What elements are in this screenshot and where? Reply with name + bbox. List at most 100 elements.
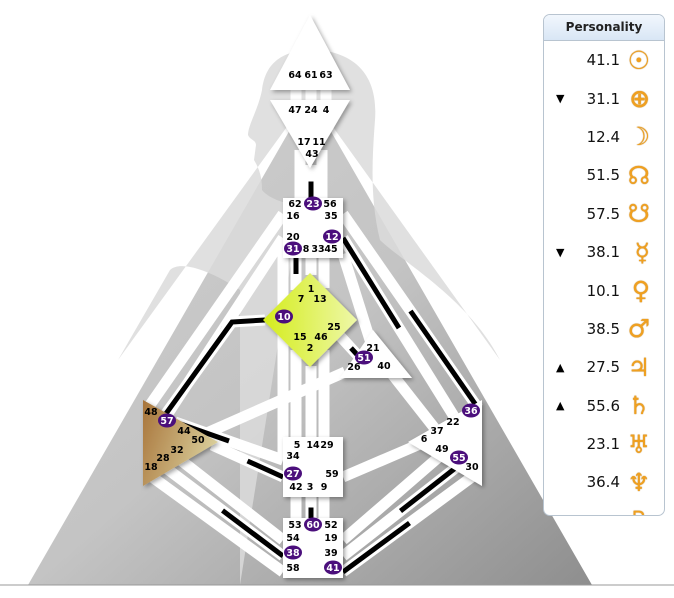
gate-31[interactable]: 31: [286, 244, 299, 255]
channel-10-57[interactable]: [160, 314, 266, 419]
planet-row[interactable]: 10.1 ♀: [544, 271, 664, 309]
gate-45[interactable]: 45: [324, 244, 337, 255]
gate-26[interactable]: 26: [347, 362, 361, 373]
channel-54-32[interactable]: [174, 453, 287, 545]
gate-49[interactable]: 49: [435, 444, 448, 455]
channel-50-27[interactable]: [209, 439, 286, 483]
channel-16-48[interactable]: [145, 210, 288, 409]
planet-row[interactable]: 36.4 ♆: [544, 463, 664, 501]
gate-54[interactable]: 54: [286, 533, 300, 544]
heart-center[interactable]: [340, 330, 412, 378]
gate-8[interactable]: 8: [303, 244, 310, 255]
gate-33[interactable]: 33: [311, 244, 324, 255]
channel-12-22[interactable]: [338, 235, 460, 421]
gate-29[interactable]: 29: [320, 440, 333, 451]
gate-43[interactable]: 43: [305, 149, 318, 160]
gate-25[interactable]: 25: [327, 322, 340, 333]
head-center[interactable]: [270, 15, 350, 90]
gate-10[interactable]: 10: [277, 312, 291, 323]
channel-39-55[interactable]: [339, 461, 462, 561]
channel-40-37[interactable]: [387, 370, 441, 434]
gate-1[interactable]: 1: [308, 284, 315, 295]
gate-42[interactable]: 42: [289, 482, 302, 493]
gate-59[interactable]: 59: [325, 469, 338, 480]
gate-55[interactable]: 55: [452, 453, 465, 464]
planet-row[interactable]: ▲ 27.5 ♃: [544, 348, 664, 386]
gate-14[interactable]: 14: [306, 440, 320, 451]
gate-46[interactable]: 46: [314, 332, 328, 343]
channel-58-18[interactable]: [144, 469, 287, 577]
planet-row[interactable]: 12.4 ☽: [544, 118, 664, 156]
gate-13[interactable]: 13: [313, 294, 326, 305]
gate-20[interactable]: 20: [286, 232, 300, 243]
gate-37[interactable]: 37: [430, 426, 443, 437]
planet-row[interactable]: 38.5 ♂: [544, 310, 664, 348]
gate-11[interactable]: 11: [312, 137, 325, 148]
gate-22[interactable]: 22: [446, 417, 459, 428]
planet-row[interactable]: 41.1 ☉: [544, 41, 664, 79]
gate-30[interactable]: 30: [465, 462, 479, 473]
gate-18[interactable]: 18: [144, 462, 158, 473]
channel-38-28[interactable]: [158, 460, 287, 561]
gate-64[interactable]: 64: [288, 70, 302, 81]
gate-27[interactable]: 27: [286, 469, 299, 480]
gate-19[interactable]: 19: [324, 533, 337, 544]
channel-26-44[interactable]: [197, 366, 348, 442]
gate-48[interactable]: 48: [144, 407, 158, 418]
channel-59-6[interactable]: [340, 438, 423, 483]
gate-56[interactable]: 56: [323, 199, 337, 210]
gate-line-value: 60.4: [587, 512, 620, 515]
solar-plexus-center[interactable]: [408, 400, 482, 486]
gate-32[interactable]: 32: [170, 445, 183, 456]
gate-58[interactable]: 58: [286, 563, 300, 574]
gate-7[interactable]: 7: [298, 294, 305, 305]
gate-4[interactable]: 4: [323, 105, 330, 116]
planet-row[interactable]: ▼ 31.1 ⊕: [544, 79, 664, 117]
gate-61[interactable]: 61: [304, 70, 317, 81]
gate-24[interactable]: 24: [304, 105, 318, 116]
activated-half: [220, 508, 285, 558]
gate-53[interactable]: 53: [288, 520, 301, 531]
gate-16[interactable]: 16: [286, 211, 300, 222]
gate-28[interactable]: 28: [156, 453, 170, 464]
planet-row[interactable]: 23.1 ♅: [544, 425, 664, 463]
gate-36[interactable]: 36: [464, 406, 478, 417]
gate-44[interactable]: 44: [177, 426, 191, 437]
gate-3[interactable]: 3: [307, 482, 314, 493]
gate-17[interactable]: 17: [297, 137, 310, 148]
gate-34[interactable]: 34: [286, 451, 300, 462]
gate-6[interactable]: 6: [421, 434, 428, 445]
gate-63[interactable]: 63: [319, 70, 332, 81]
gate-9[interactable]: 9: [321, 482, 328, 493]
gate-35[interactable]: 35: [324, 211, 337, 222]
channel-41-30[interactable]: [339, 469, 480, 577]
gate-51[interactable]: 51: [357, 353, 370, 364]
channel-45-21[interactable]: [337, 252, 376, 342]
gate-47[interactable]: 47: [288, 105, 301, 116]
planet-row[interactable]: ▲ 55.6 ♄: [544, 387, 664, 425]
gate-5[interactable]: 5: [294, 440, 301, 451]
ajna-center[interactable]: [270, 100, 350, 168]
gate-2[interactable]: 2: [307, 343, 314, 354]
planet-row[interactable]: 51.5 ☊: [544, 156, 664, 194]
gate-57[interactable]: 57: [160, 416, 173, 427]
planet-row[interactable]: 60.4 ♇: [544, 502, 664, 515]
active-gate-marker: [284, 241, 302, 256]
gate-23[interactable]: 23: [306, 199, 319, 210]
gate-12[interactable]: 12: [325, 232, 338, 243]
planet-row[interactable]: 57.5 ☋: [544, 195, 664, 233]
gate-39[interactable]: 39: [324, 548, 337, 559]
gate-62[interactable]: 62: [288, 199, 301, 210]
gate-60[interactable]: 60: [306, 520, 320, 531]
gate-38[interactable]: 38: [286, 548, 300, 559]
gate-50[interactable]: 50: [191, 435, 205, 446]
gate-15[interactable]: 15: [293, 332, 306, 343]
gate-41[interactable]: 41: [326, 563, 339, 574]
planet-row[interactable]: ▼ 38.1 ☿: [544, 233, 664, 271]
gate-40[interactable]: 40: [377, 361, 391, 372]
gate-52[interactable]: 52: [324, 520, 337, 531]
channel-35-36[interactable]: [338, 210, 483, 412]
gate-21[interactable]: 21: [366, 343, 379, 354]
g-center[interactable]: [263, 273, 357, 367]
channel-19-49[interactable]: [339, 451, 444, 545]
